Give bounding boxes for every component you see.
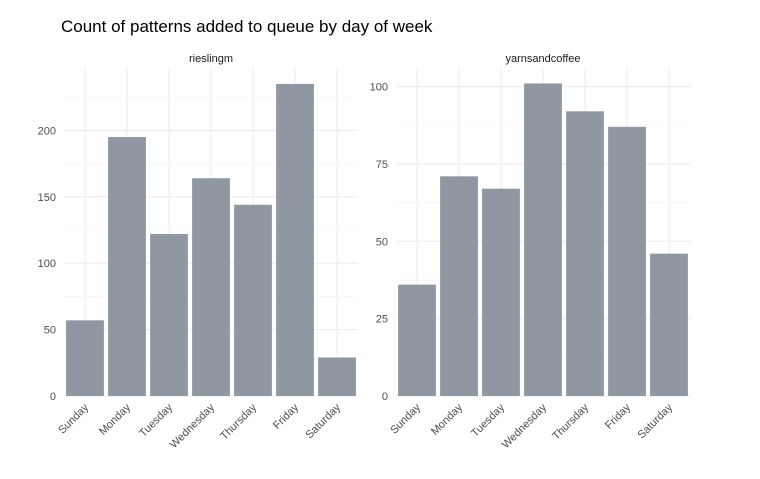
bar-rieslingm-sunday xyxy=(66,320,104,396)
bar-rieslingm-saturday xyxy=(318,357,356,396)
y-tick-label: 50 xyxy=(44,325,56,337)
x-tick-label: Monday xyxy=(97,401,134,438)
x-tick-label: Monday xyxy=(429,401,466,438)
y-tick-label: 100 xyxy=(370,82,388,94)
bar-rieslingm-thursday xyxy=(234,204,272,396)
y-tick-label: 0 xyxy=(50,391,56,403)
facet-panel-rieslingm: 0 50 100 150 200 Sunday Monday TuesdayWednesday… xyxy=(38,53,358,451)
x-tick-label: Wednesday xyxy=(168,401,218,451)
x-tick-label: Thursday xyxy=(218,401,259,442)
bar-yarnsandcoffee-wednesday xyxy=(524,83,562,397)
facet-label: rieslingm xyxy=(189,53,233,65)
bar-yarnsandcoffee-friday xyxy=(608,126,646,396)
x-tick-label: Tuesday xyxy=(137,401,175,439)
bar-rieslingm-wednesday xyxy=(192,178,230,396)
bar-rieslingm-friday xyxy=(276,83,314,397)
y-tick-label: 100 xyxy=(38,258,56,270)
bar-yarnsandcoffee-saturday xyxy=(650,253,688,396)
bar-yarnsandcoffee-monday xyxy=(440,176,478,396)
bar-yarnsandcoffee-sunday xyxy=(398,284,436,396)
bar-rieslingm-tuesday xyxy=(150,233,188,396)
x-tick-label: Saturday xyxy=(304,401,344,441)
x-tick-label: Friday xyxy=(603,401,633,431)
bar-yarnsandcoffee-tuesday xyxy=(482,188,520,396)
x-tick-label: Thursday xyxy=(550,401,591,442)
facet-label: yarnsandcoffee xyxy=(505,53,580,65)
x-tick-label: Wednesday xyxy=(500,401,550,451)
x-tick-label: Friday xyxy=(271,401,301,431)
y-tick-label: 0 xyxy=(382,391,388,403)
x-tick-label: Sunday xyxy=(388,401,423,436)
bar-yarnsandcoffee-thursday xyxy=(566,111,604,397)
chart-title: Count of patterns added to queue by day … xyxy=(61,17,433,36)
bar-rieslingm-monday xyxy=(108,137,146,397)
y-tick-label: 50 xyxy=(376,236,388,248)
y-tick-label: 25 xyxy=(376,314,388,326)
y-tick-label: 200 xyxy=(38,125,56,137)
y-tick-label: 75 xyxy=(376,159,388,171)
x-tick-label: Sunday xyxy=(56,401,91,436)
y-tick-label: 150 xyxy=(38,192,56,204)
x-tick-label: Tuesday xyxy=(469,401,507,439)
x-tick-label: Saturday xyxy=(636,401,676,441)
